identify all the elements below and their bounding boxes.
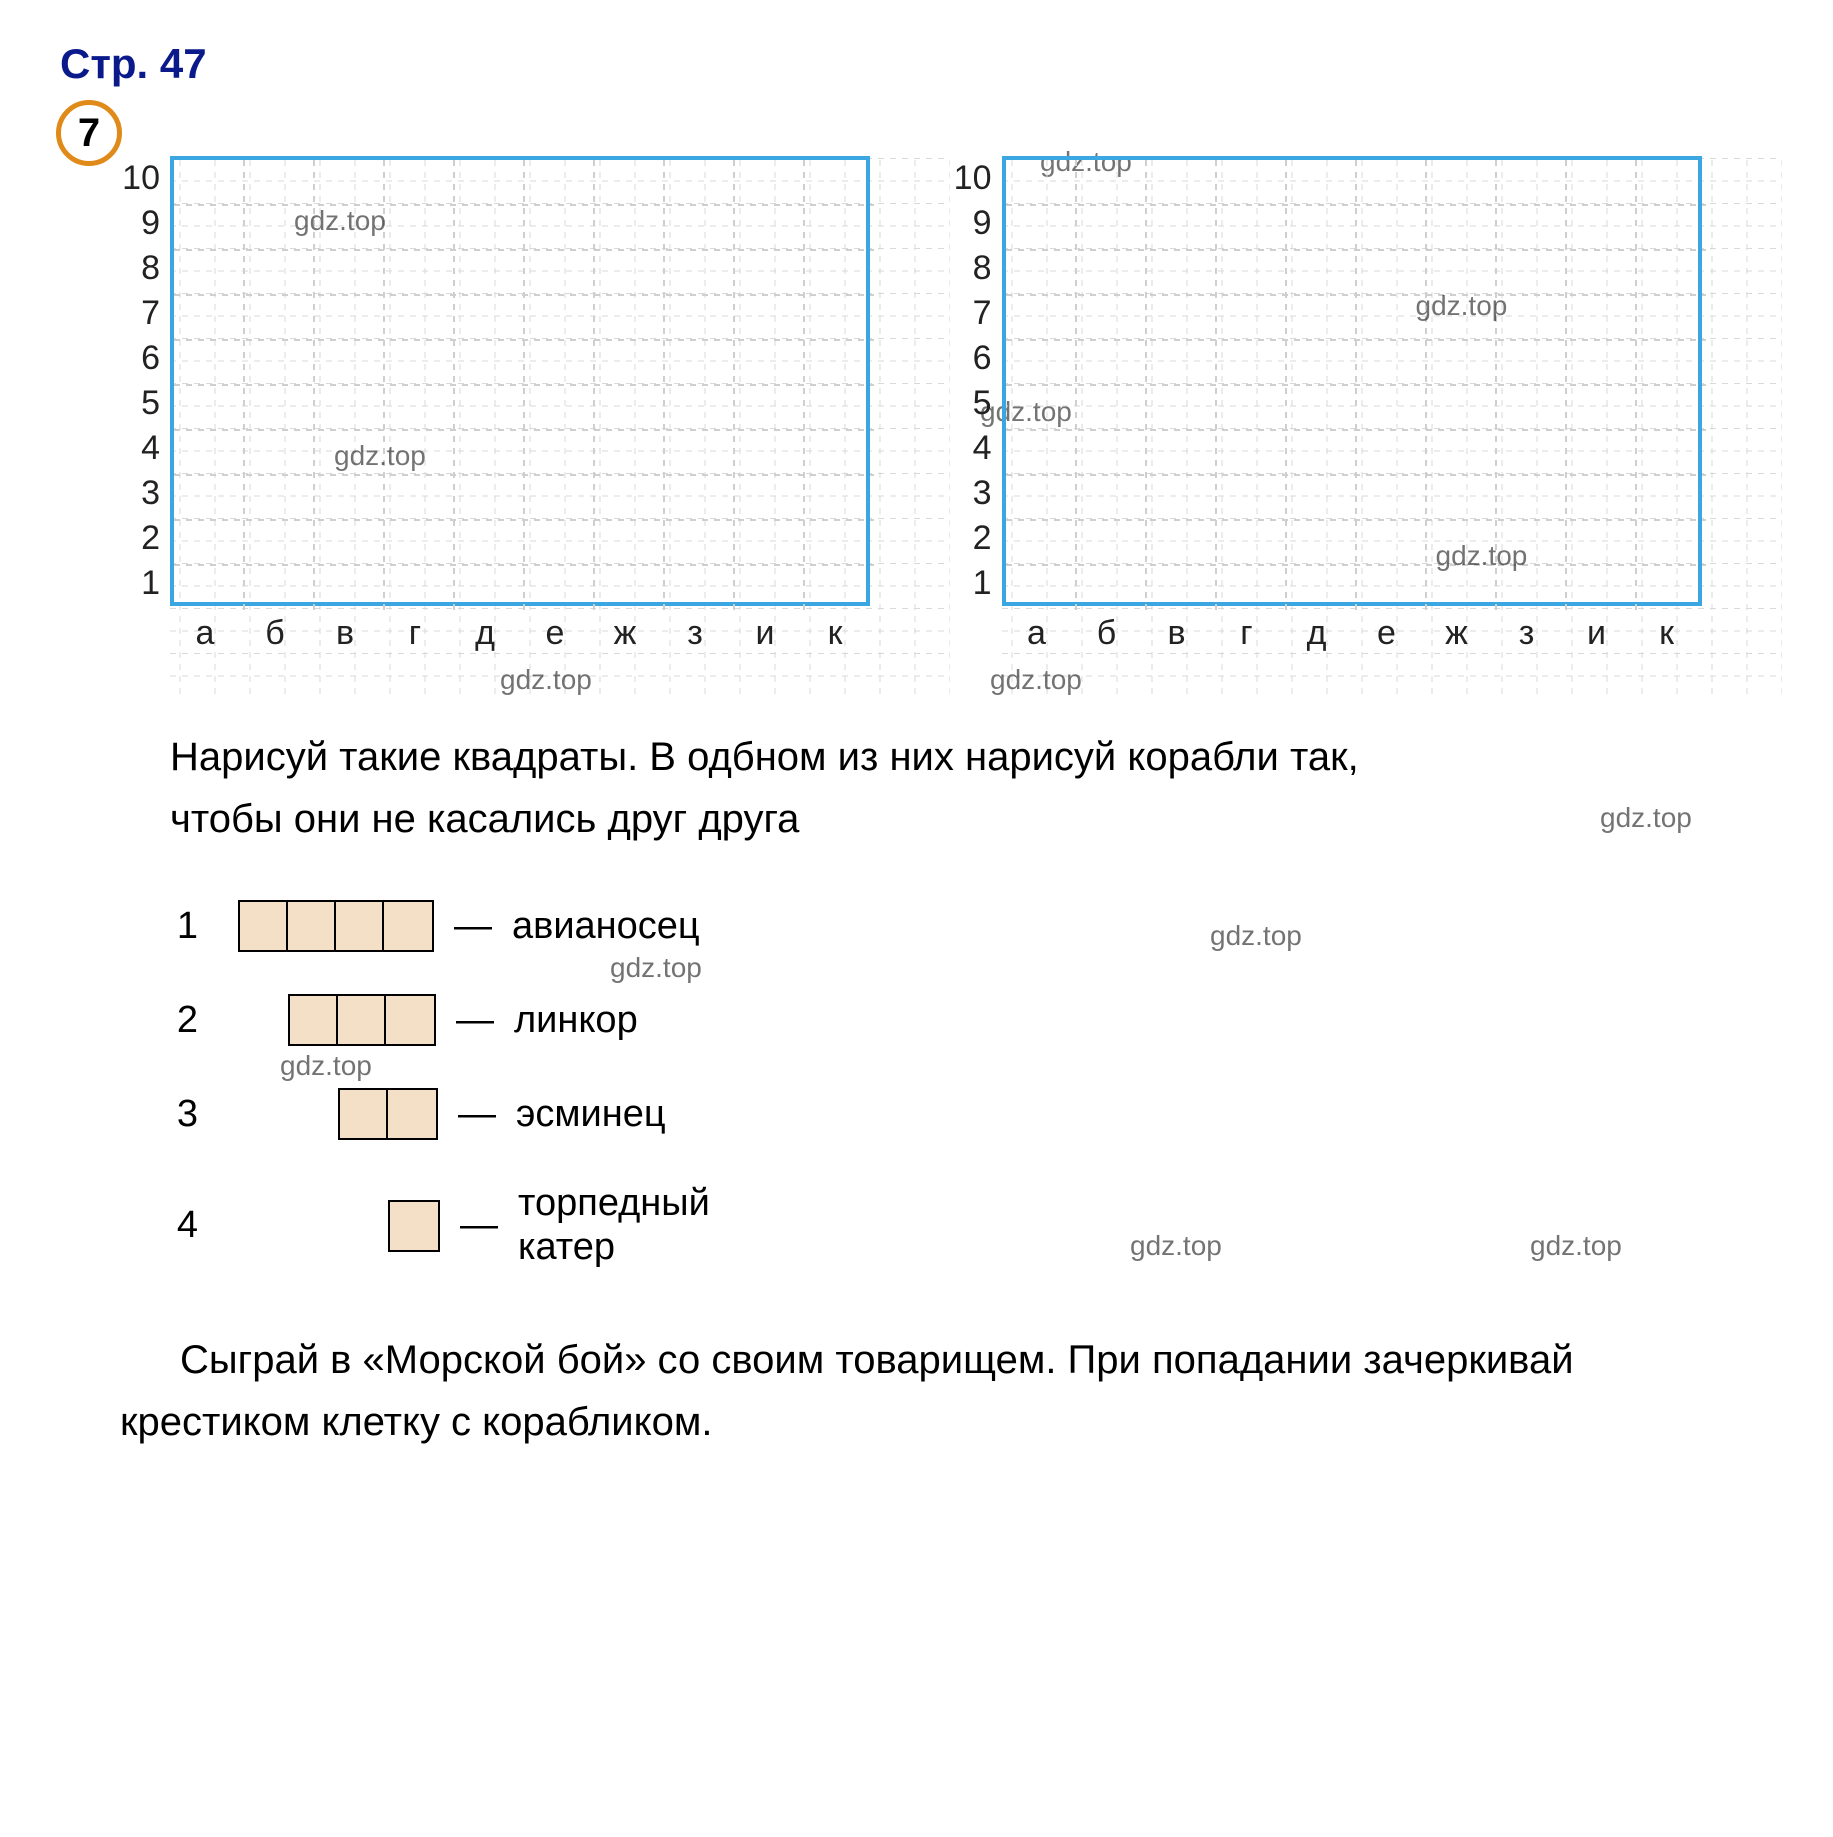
grid-plot-right: gdz.top gdz.top [1002, 156, 1702, 606]
y-label: 7 [944, 291, 992, 336]
dash-separator: — [456, 999, 494, 1042]
ship-name: торпедныйкатер [518, 1182, 710, 1269]
x-label: з [1492, 614, 1562, 653]
dash-separator: — [458, 1093, 496, 1136]
ship-shape [238, 900, 434, 952]
y-label: 9 [944, 201, 992, 246]
page-reference: Стр. 47 [60, 40, 207, 88]
ship-row: 4 — торпедныйкатер [170, 1182, 1773, 1269]
dash-separator: — [460, 1204, 498, 1247]
y-label: 2 [112, 516, 160, 561]
y-label: 1 [112, 561, 160, 606]
ship-row: 3 — эсминец [170, 1088, 1773, 1140]
x-axis-labels: абвгдежзик [1002, 614, 1702, 653]
y-label: 8 [112, 246, 160, 291]
x-label: ж [590, 614, 660, 653]
grid-lines-right [1006, 160, 1706, 610]
ship-shape [388, 1200, 440, 1252]
y-label: 8 [944, 246, 992, 291]
y-label: 6 [944, 336, 992, 381]
footer-instruction: Сыграй в «Морской бой» со своим товарище… [120, 1329, 1773, 1453]
y-label: 4 [112, 426, 160, 471]
ship-cell [240, 902, 288, 950]
x-label: а [1002, 614, 1072, 653]
y-label: 10 [944, 156, 992, 201]
ship-cell [384, 902, 432, 950]
y-label: 9 [112, 201, 160, 246]
y-label: 1 [944, 561, 992, 606]
ship-count: 2 [170, 999, 198, 1042]
ship-cell [338, 996, 386, 1044]
ships-legend: gdz.top gdz.top gdz.top gdz.top gdz.top … [170, 900, 1773, 1269]
y-label: 2 [944, 516, 992, 561]
y-label: 3 [112, 471, 160, 516]
ship-cell [336, 902, 384, 950]
ship-cell [340, 1090, 388, 1138]
y-axis-labels: 12345678910 [112, 156, 160, 606]
x-label: ж [1422, 614, 1492, 653]
ship-name: эсминец [516, 1093, 666, 1136]
y-label: 10 [112, 156, 160, 201]
y-label: 4 [944, 426, 992, 471]
grid-plot-left: gdz.top gdz.top [170, 156, 870, 606]
x-label: в [1142, 614, 1212, 653]
y-label: 5 [112, 381, 160, 426]
x-axis-labels: абвгдежзик [170, 614, 870, 653]
x-label: б [1072, 614, 1142, 653]
y-label: 5 [944, 381, 992, 426]
grids-container: gdz.top gdz.top 12345678910 gdz.top gdz.… [170, 156, 1773, 696]
ship-cell [290, 996, 338, 1044]
battleship-grid-right: 12345678910 gdz.top gdz.top абвгдежзик [1002, 156, 1774, 696]
instruction-line-2: чтобы они не касались друг друга [170, 797, 799, 841]
x-label: и [730, 614, 800, 653]
y-label: 3 [944, 471, 992, 516]
ship-row: 2 — линкор [170, 994, 1773, 1046]
x-label: б [240, 614, 310, 653]
x-label: г [380, 614, 450, 653]
y-label: 7 [112, 291, 160, 336]
ship-shape [338, 1088, 438, 1140]
watermark: gdz.top [1600, 796, 1692, 839]
x-label: и [1562, 614, 1632, 653]
ship-row: 1 — авианосец [170, 900, 1773, 952]
ship-cell [386, 996, 434, 1044]
instruction-line-1: Нарисуй такие квадраты. В одбном из них … [170, 735, 1359, 779]
x-label: д [450, 614, 520, 653]
ship-name: авианосец [512, 905, 700, 948]
ship-cell [288, 902, 336, 950]
y-axis-labels: 12345678910 [944, 156, 992, 606]
ship-count: 4 [170, 1204, 198, 1247]
x-label: е [1352, 614, 1422, 653]
x-label: г [1212, 614, 1282, 653]
ship-shape [288, 994, 436, 1046]
ship-cell [388, 1090, 436, 1138]
y-label: 6 [112, 336, 160, 381]
x-label: д [1282, 614, 1352, 653]
grid-lines-left [174, 160, 874, 610]
x-label: з [660, 614, 730, 653]
x-label: к [1632, 614, 1702, 653]
battleship-grid-left: 12345678910 gdz.top gdz.top абвгдежзик [170, 156, 942, 696]
instructions-text: Нарисуй такие квадраты. В одбном из них … [170, 726, 1770, 850]
ship-cell [390, 1202, 438, 1250]
ship-name: линкор [514, 999, 638, 1042]
dash-separator: — [454, 905, 492, 948]
x-label: е [520, 614, 590, 653]
ship-count: 3 [170, 1093, 198, 1136]
ship-count: 1 [170, 905, 198, 948]
x-label: к [800, 614, 870, 653]
x-label: а [170, 614, 240, 653]
x-label: в [310, 614, 380, 653]
